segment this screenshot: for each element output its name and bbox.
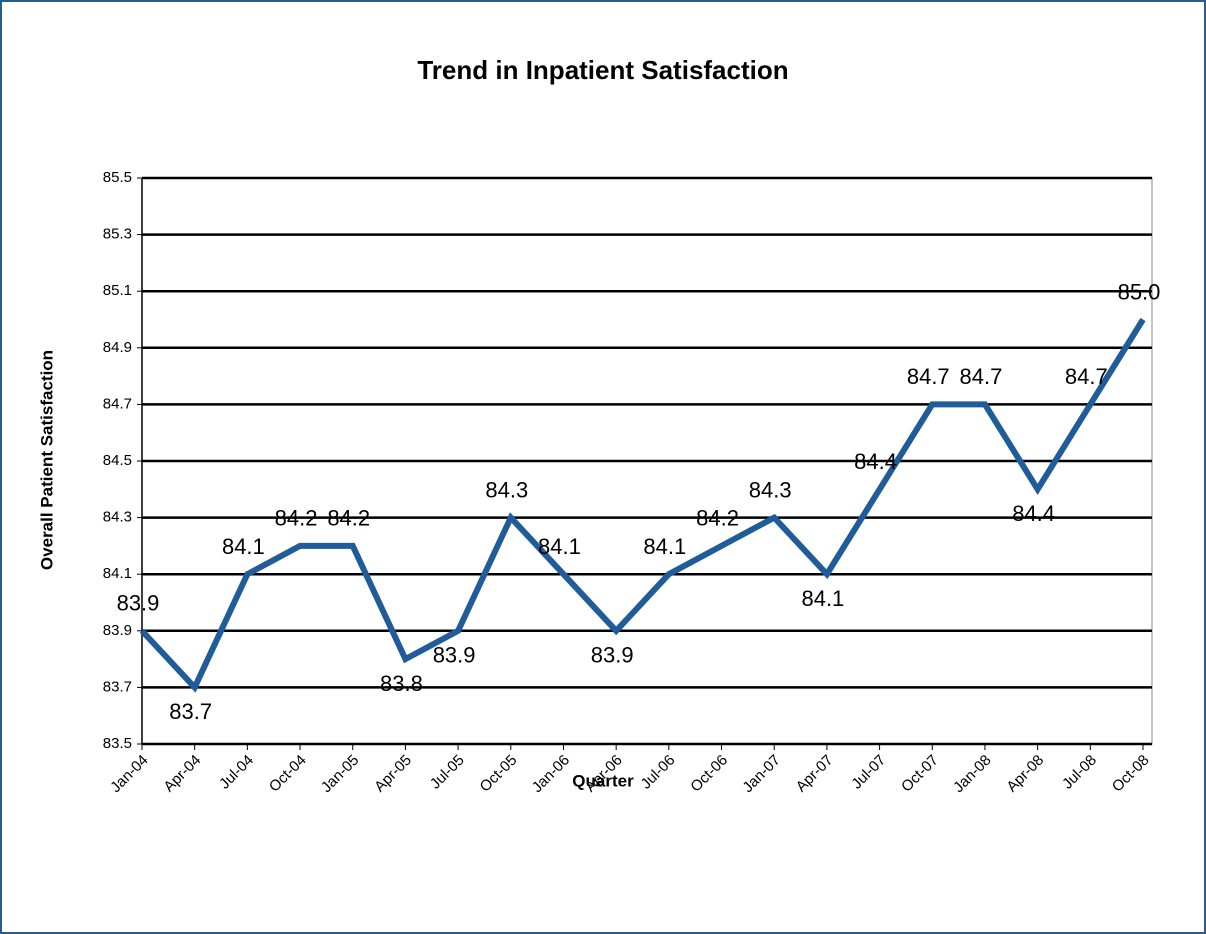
data-label: 84.1: [222, 534, 265, 559]
data-label: 84.1: [538, 534, 581, 559]
y-tick-label: 84.9: [103, 339, 132, 356]
data-label: 84.7: [907, 364, 950, 389]
data-label: 84.2: [327, 506, 370, 531]
y-tick-label: 84.1: [103, 565, 132, 582]
data-label: 83.9: [591, 643, 634, 668]
data-line: [139, 317, 1146, 693]
data-label: 84.2: [275, 506, 318, 531]
data-label: 84.1: [643, 534, 686, 559]
data-label: 84.2: [696, 506, 739, 531]
data-label: 84.4: [854, 449, 897, 474]
data-label: 84.3: [485, 477, 528, 502]
y-tick-label: 84.7: [103, 395, 132, 412]
data-label: 84.7: [1065, 364, 1108, 389]
y-tick-label: 85.3: [103, 226, 132, 243]
data-label: 84.3: [749, 477, 792, 502]
data-label: 83.9: [117, 591, 160, 616]
y-tick-label: 84.3: [103, 509, 132, 526]
y-tick-label: 83.7: [103, 678, 132, 695]
y-tick-label: 85.1: [103, 282, 132, 299]
data-label: 84.1: [801, 586, 844, 611]
y-axis-label: Overall Patient Satisfaction: [37, 350, 56, 570]
data-label: 83.7: [169, 699, 212, 724]
y-tick-label: 84.5: [103, 452, 132, 469]
chart-title: Trend in Inpatient Satisfaction: [417, 55, 788, 85]
data-label: 83.8: [380, 671, 423, 696]
data-label: 84.4: [1012, 501, 1055, 526]
y-tick-label: 83.9: [103, 622, 132, 639]
data-label: 85.0: [1118, 279, 1161, 304]
y-tick-label: 83.5: [103, 735, 132, 752]
x-axis-label: Quarter: [572, 771, 634, 790]
data-label: 84.7: [960, 364, 1003, 389]
y-tick-label: 85.5: [103, 169, 132, 186]
data-label: 83.9: [433, 643, 476, 668]
